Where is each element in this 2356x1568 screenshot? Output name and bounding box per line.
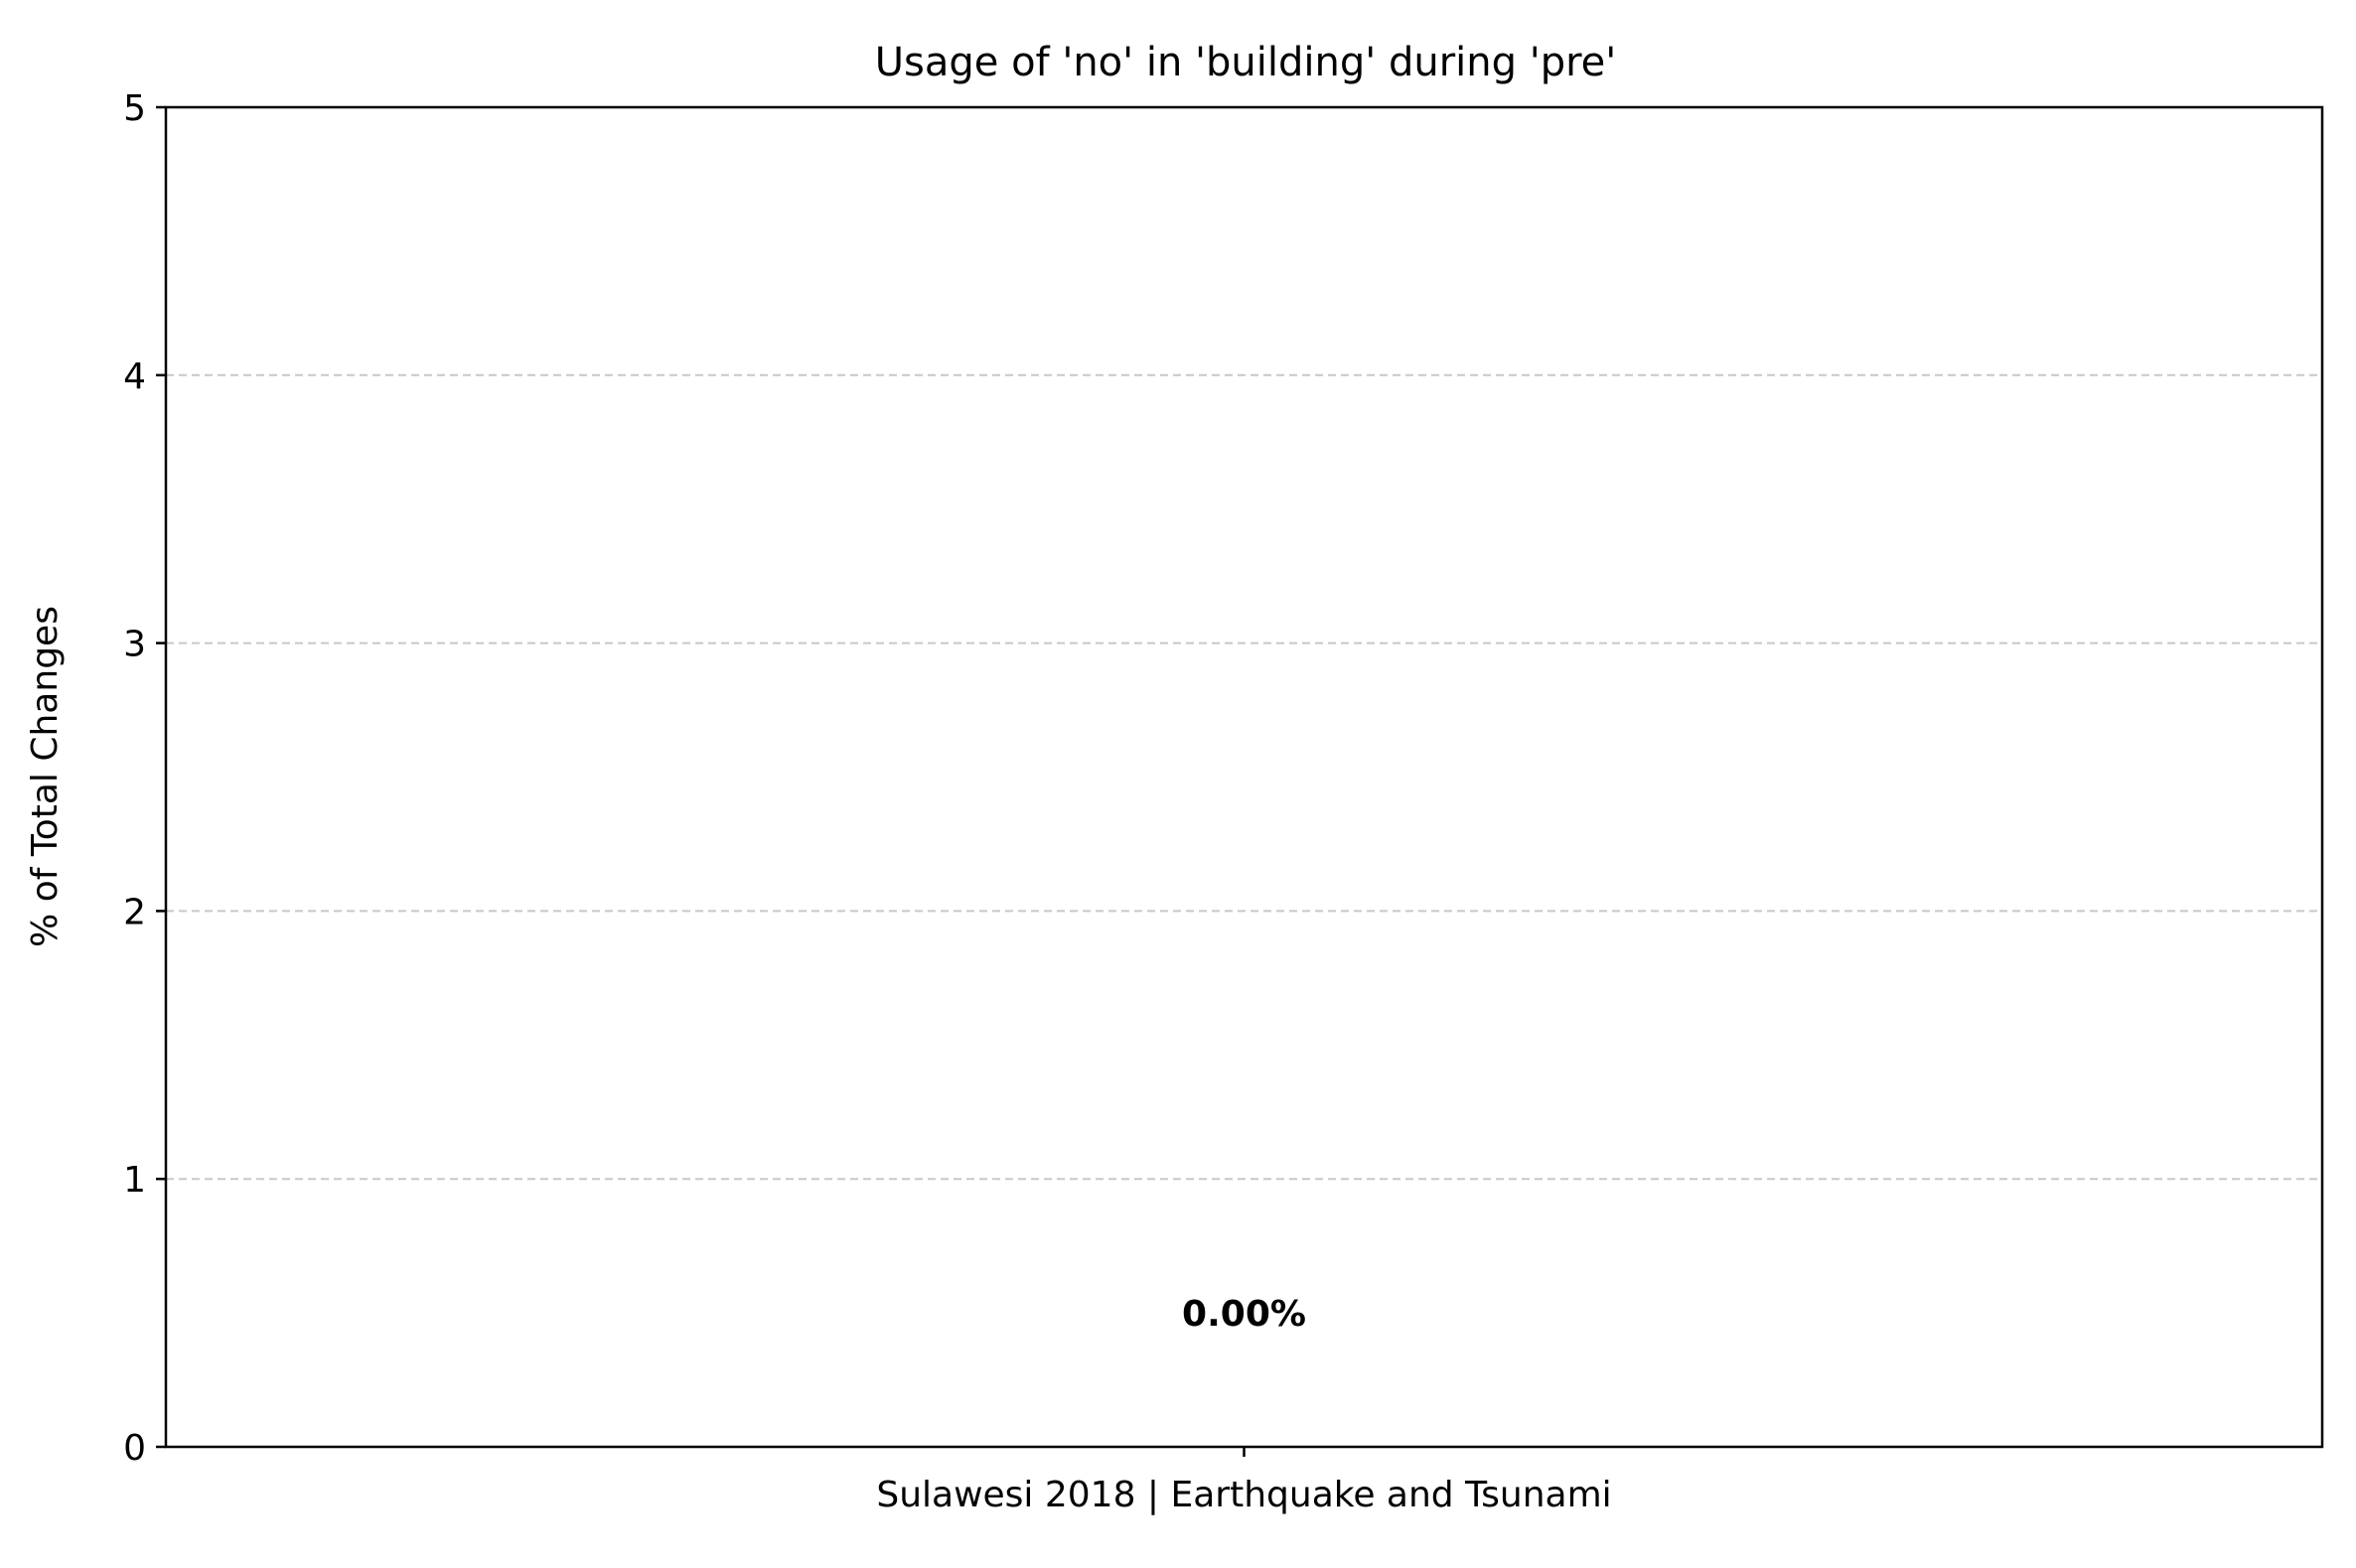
y-tick-label: 2 (123, 892, 146, 932)
gridlines (166, 373, 2322, 1181)
y-tick-label: 4 (123, 356, 146, 397)
plot-area-frame (164, 105, 2324, 1449)
y-tick-label: 5 (123, 88, 146, 129)
data-labels: 0.00% (1182, 1294, 1306, 1335)
chart-title: Usage of 'no' in 'building' during 'pre' (875, 40, 1617, 85)
x-tick-label: Sulawesi 2018 | Earthquake and Tsunami (876, 1475, 1611, 1515)
y-axis-label: % of Total Changes (25, 606, 66, 947)
axis-ticks: 0 1 2 3 4 5 Sulawesi 2018 | Earthquake and Tsu… (123, 88, 1612, 1515)
y-tick-label: 0 (123, 1428, 146, 1469)
y-tick-label: 1 (123, 1160, 146, 1201)
bar-value-label: 0.00% (1182, 1294, 1306, 1335)
y-tick-label: 3 (123, 625, 146, 665)
